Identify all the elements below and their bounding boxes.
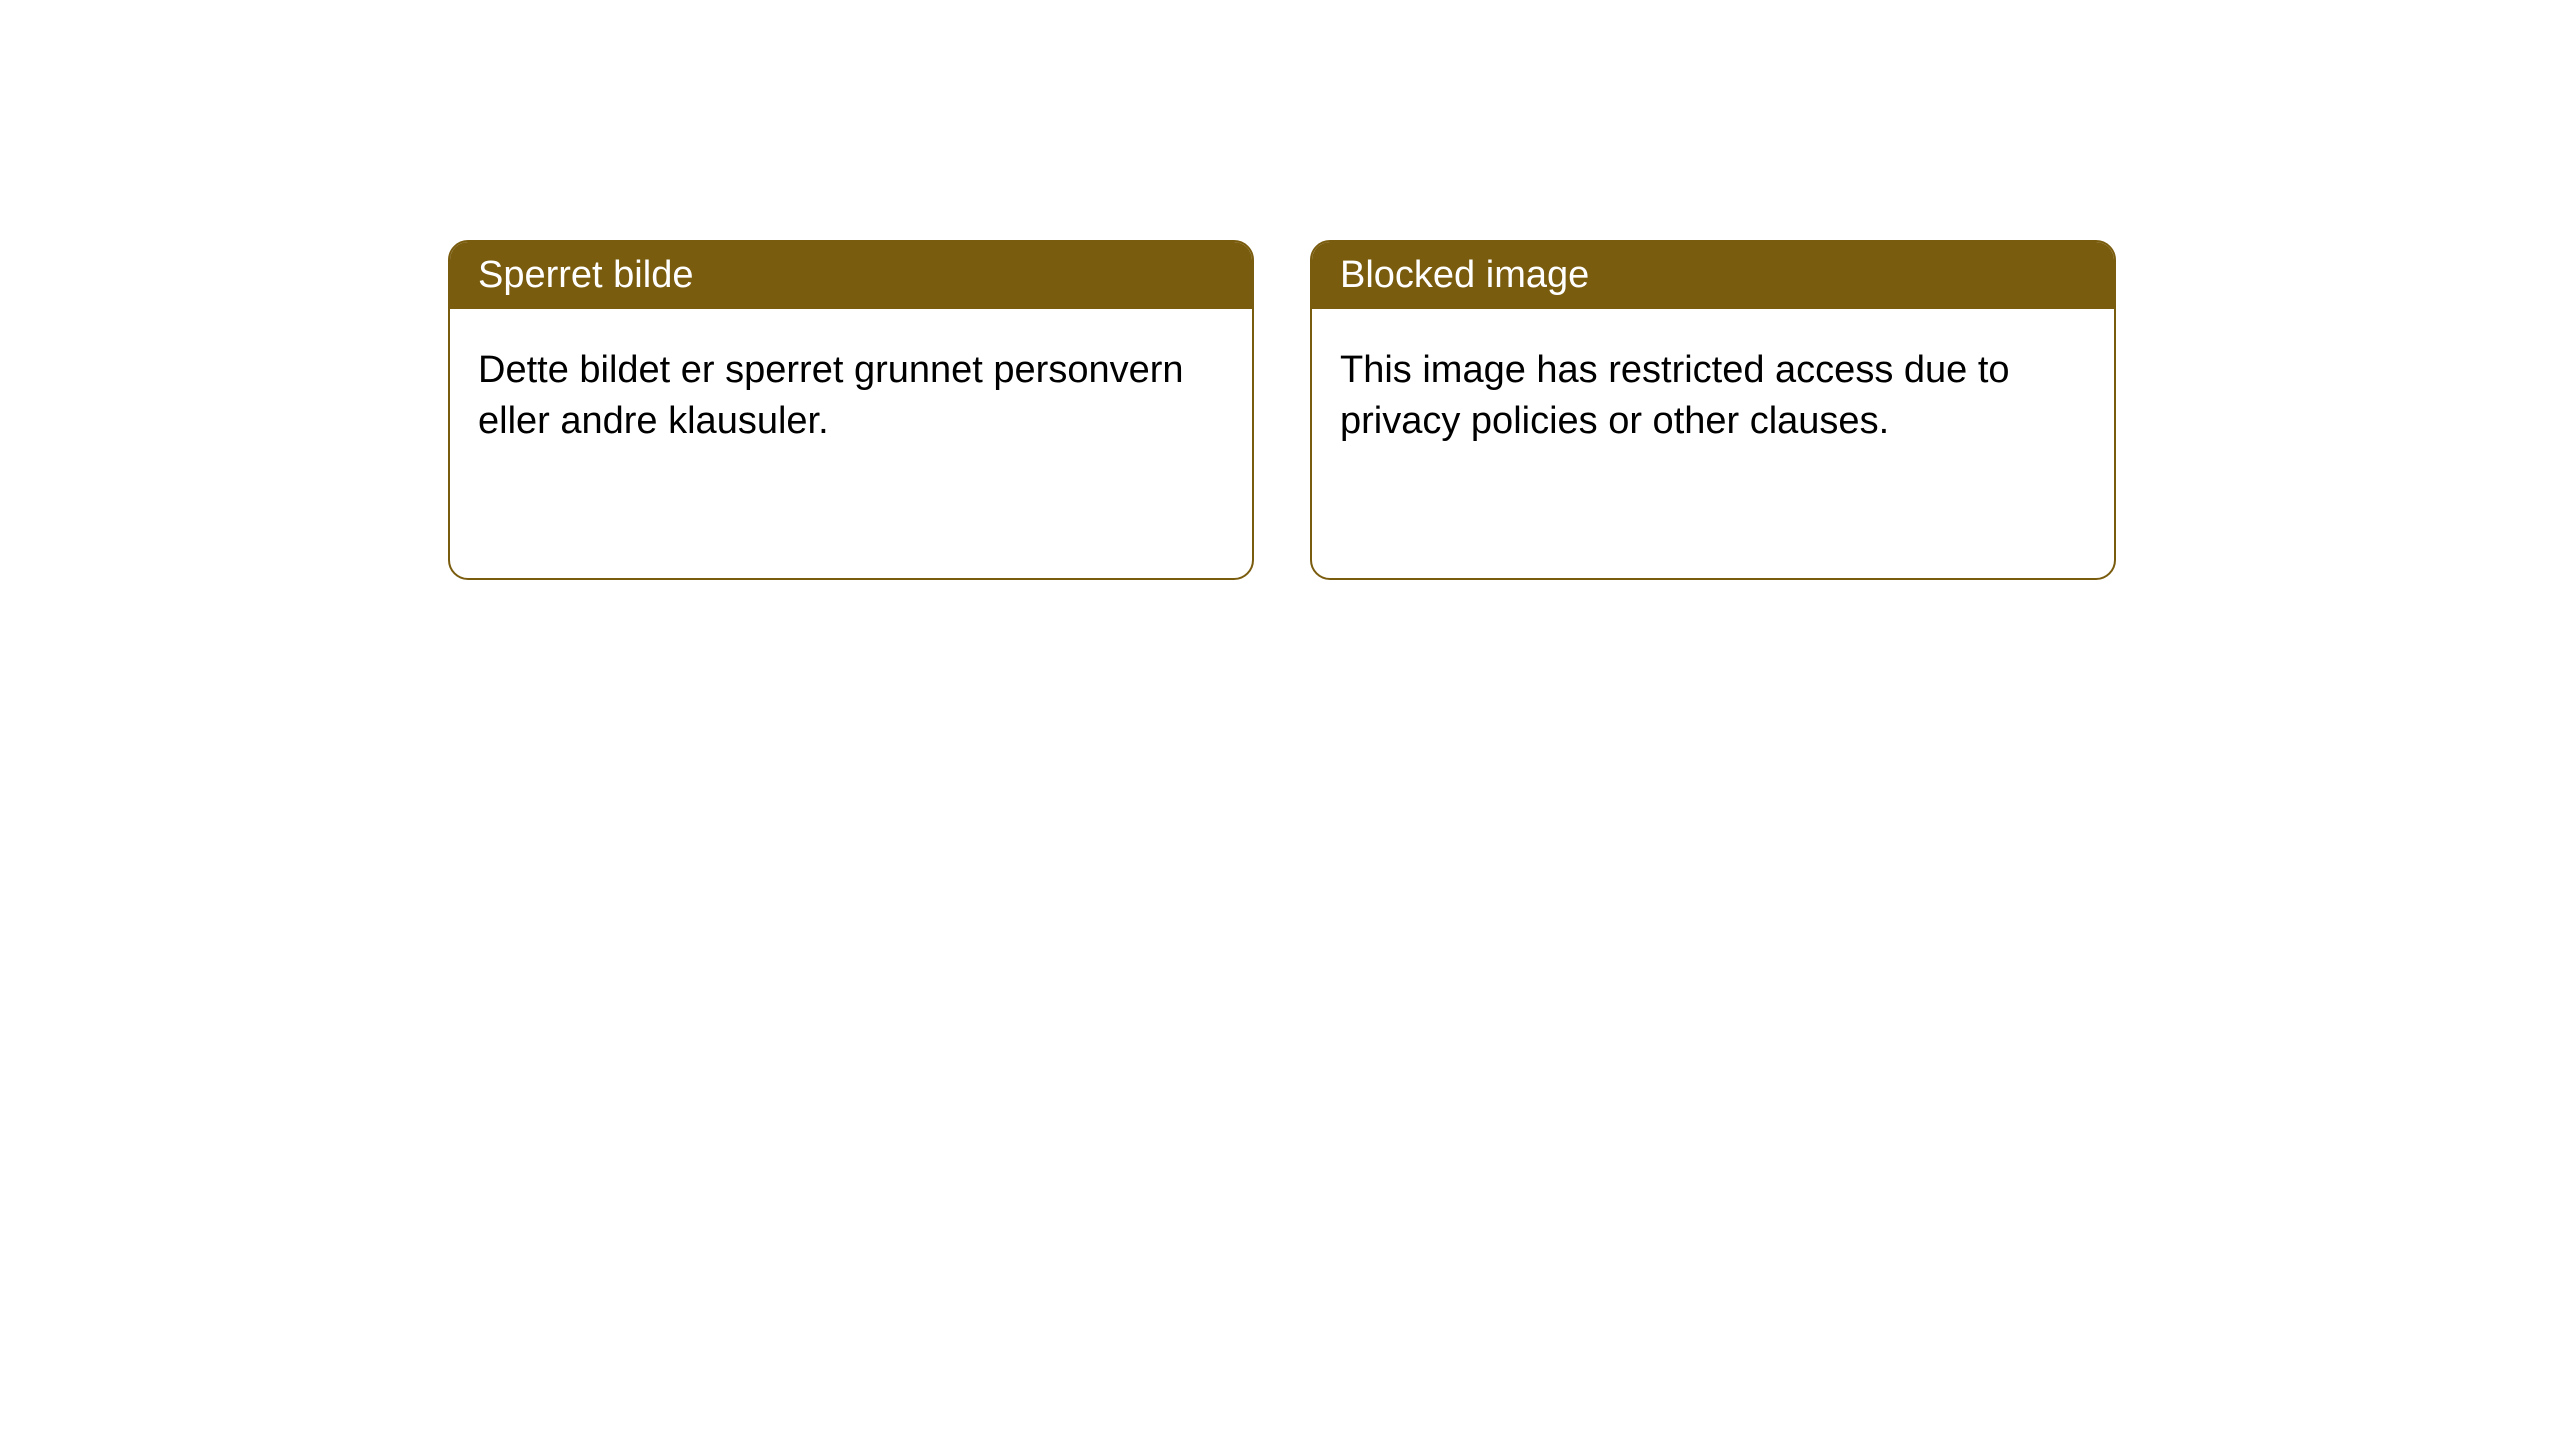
blocked-image-card-no: Sperret bilde Dette bildet er sperret gr… (448, 240, 1254, 580)
card-body-text: Dette bildet er sperret grunnet personve… (478, 349, 1184, 442)
card-body: Dette bildet er sperret grunnet personve… (450, 309, 1252, 484)
card-title: Blocked image (1340, 254, 1589, 296)
card-title: Sperret bilde (478, 254, 693, 296)
card-body: This image has restricted access due to … (1312, 309, 2114, 484)
card-header: Sperret bilde (450, 242, 1252, 309)
card-body-text: This image has restricted access due to … (1340, 349, 2010, 442)
blocked-image-card-en: Blocked image This image has restricted … (1310, 240, 2116, 580)
card-header: Blocked image (1312, 242, 2114, 309)
notice-container: Sperret bilde Dette bildet er sperret gr… (0, 0, 2560, 580)
